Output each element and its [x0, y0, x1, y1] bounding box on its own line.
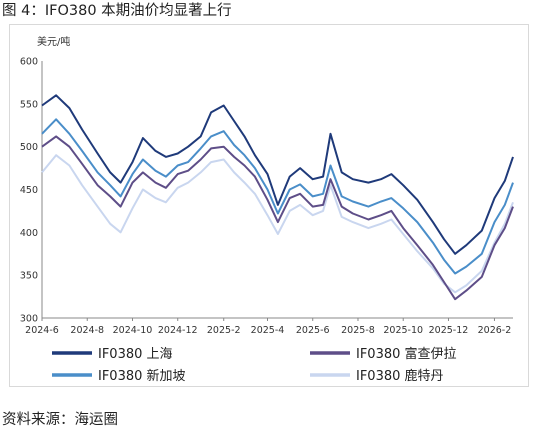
y-tick-label: 350	[20, 271, 38, 282]
x-tick-label: 2025-2	[207, 325, 241, 336]
x-tick-label: 2026-2	[478, 325, 512, 336]
y-axis-ticks: 300 350 400 450 500 550 600	[20, 57, 38, 325]
series-line	[41, 118, 514, 275]
y-axis-unit-label: 美元/吨	[37, 35, 70, 48]
x-tick-label: 2024-12	[158, 325, 198, 336]
y-tick-label: 400	[20, 228, 38, 239]
figure-title: 图 4：IFO380 本期油价均显著上行	[2, 3, 232, 19]
y-tick-label: 600	[20, 57, 38, 68]
legend-label: IF0380 富查伊拉	[356, 346, 457, 362]
series-lines	[41, 94, 514, 301]
legend-label: IF0380 鹿特丹	[356, 368, 444, 384]
x-axis-ticks: 2024-6 2024-8 2024-10 2024-12 2025-2 2025-4 20…	[25, 318, 511, 336]
legend-label: IF0380 上海	[98, 347, 173, 362]
x-tick-label: 2024-10	[113, 325, 153, 336]
y-tick-label: 300	[20, 314, 38, 325]
x-tick-label: 2025-8	[341, 325, 375, 336]
source-note: 资料来源：海运圈	[2, 412, 118, 428]
series-line	[41, 94, 514, 255]
legend-label: IF0380 新加坡	[98, 368, 186, 384]
series-line	[41, 154, 514, 294]
x-tick-label: 2025-10	[383, 325, 423, 336]
x-tick-label: 2024-6	[25, 325, 59, 336]
chart-frame: 美元/吨 300 350 400 450 500 550 600 2024-6 2024-8 2…	[9, 24, 529, 387]
series-line	[41, 135, 514, 301]
x-tick-label: 2025-12	[429, 325, 469, 336]
y-tick-label: 450	[20, 185, 38, 196]
x-tick-label: 2025-4	[251, 325, 285, 336]
x-tick-label: 2025-6	[296, 325, 330, 336]
y-tick-label: 500	[20, 142, 38, 153]
y-tick-label: 550	[20, 99, 38, 110]
legend: IF0380 上海 IF0380 富查伊拉 IF0380 新加坡 IF0380 鹿特丹	[52, 346, 457, 384]
x-tick-label: 2024-8	[70, 325, 104, 336]
